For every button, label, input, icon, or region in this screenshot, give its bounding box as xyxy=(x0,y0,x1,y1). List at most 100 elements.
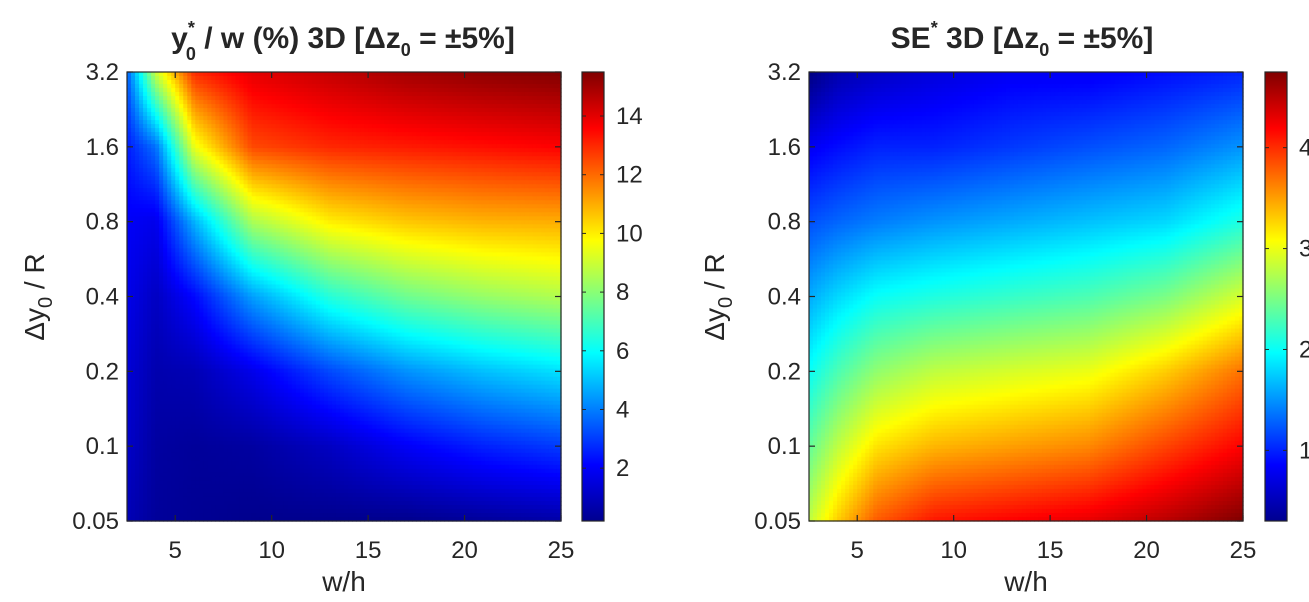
contour-cell xyxy=(207,192,212,197)
contour-cell xyxy=(304,124,309,129)
contour-cell xyxy=(320,188,325,193)
contour-cell xyxy=(163,248,168,253)
contour-cell xyxy=(553,184,558,189)
contour-cell xyxy=(199,92,204,97)
contour-cell xyxy=(328,248,333,253)
contour-cell xyxy=(296,164,301,169)
contour-cell xyxy=(384,188,389,193)
contour-cell xyxy=(272,224,277,229)
contour-cell xyxy=(268,184,273,189)
contour-cell xyxy=(147,168,152,173)
contour-cell xyxy=(392,144,397,149)
contour-cell xyxy=(489,192,494,197)
contour-cell xyxy=(513,92,518,97)
contour-cell xyxy=(300,236,305,241)
contour-cell xyxy=(360,244,365,249)
contour-cell xyxy=(260,160,265,165)
contour-cell xyxy=(420,156,425,161)
contour-cell xyxy=(252,128,257,133)
contour-cell xyxy=(143,132,148,137)
contour-cell xyxy=(288,96,293,101)
contour-cell xyxy=(384,96,389,101)
contour-cell xyxy=(143,124,148,129)
contour-cell xyxy=(280,240,285,245)
contour-cell xyxy=(352,120,357,125)
contour-cell xyxy=(135,184,140,189)
contour-cell xyxy=(424,124,429,129)
contour-cell xyxy=(525,144,530,149)
contour-cell xyxy=(489,76,494,81)
contour-cell xyxy=(368,152,373,157)
contour-cell xyxy=(203,184,208,189)
contour-cell xyxy=(195,132,200,137)
contour-cell xyxy=(448,72,453,77)
contour-cell xyxy=(533,184,538,189)
contour-cell xyxy=(348,116,353,121)
contour-cell xyxy=(191,104,196,109)
contour-cell xyxy=(448,176,453,181)
contour-cell xyxy=(324,196,329,201)
contour-cell xyxy=(352,200,357,205)
contour-cell xyxy=(163,192,168,197)
contour-cell xyxy=(252,140,257,145)
contour-cell xyxy=(320,232,325,237)
contour-cell xyxy=(276,248,281,253)
contour-cell xyxy=(231,76,236,81)
contour-cell xyxy=(260,216,265,221)
contour-cell xyxy=(396,240,401,245)
contour-cell xyxy=(396,244,401,249)
contour-cell xyxy=(412,224,417,229)
contour-cell xyxy=(513,188,518,193)
contour-cell xyxy=(368,164,373,169)
contour-cell xyxy=(296,140,301,145)
contour-cell xyxy=(219,244,224,249)
contour-cell xyxy=(312,212,317,217)
contour-cell xyxy=(356,232,361,237)
contour-cell xyxy=(284,216,289,221)
contour-cell xyxy=(316,108,321,113)
contour-cell xyxy=(356,248,361,253)
contour-cell xyxy=(352,124,357,129)
contour-cell xyxy=(155,144,160,149)
contour-cell xyxy=(444,208,449,213)
contour-cell xyxy=(533,84,538,89)
contour-cell xyxy=(473,92,478,97)
contour-cell xyxy=(489,112,494,117)
contour-cell xyxy=(227,256,232,261)
contour-cell xyxy=(223,84,228,89)
contour-cell xyxy=(368,132,373,137)
contour-cell xyxy=(159,248,164,253)
contour-cell xyxy=(485,144,490,149)
contour-cell xyxy=(372,84,377,89)
contour-cell xyxy=(207,108,212,113)
contour-cell xyxy=(139,180,144,185)
contour-cell xyxy=(533,212,538,217)
contour-cell xyxy=(135,108,140,113)
contour-cell xyxy=(408,128,413,133)
contour-cell xyxy=(288,148,293,153)
contour-cell xyxy=(179,252,184,257)
contour-cell xyxy=(469,200,474,205)
contour-cell xyxy=(151,96,156,101)
contour-cell xyxy=(167,240,172,245)
contour-cell xyxy=(248,236,253,241)
contour-cell xyxy=(300,100,305,105)
contour-cell xyxy=(155,96,160,101)
contour-cell xyxy=(404,224,409,229)
contour-cell xyxy=(272,112,277,117)
contour-cell xyxy=(477,136,482,141)
contour-cell xyxy=(525,208,530,213)
contour-cell xyxy=(244,200,249,205)
contour-cell xyxy=(340,112,345,117)
contour-cell xyxy=(501,196,506,201)
contour-cell xyxy=(457,176,462,181)
contour-cell xyxy=(457,188,462,193)
contour-cell xyxy=(284,200,289,205)
contour-cell xyxy=(380,76,385,81)
contour-cell xyxy=(489,184,494,189)
contour-cell xyxy=(360,124,365,129)
contour-cell xyxy=(139,204,144,209)
contour-cell xyxy=(248,148,253,153)
contour-cell xyxy=(191,192,196,197)
contour-cell xyxy=(167,160,172,165)
